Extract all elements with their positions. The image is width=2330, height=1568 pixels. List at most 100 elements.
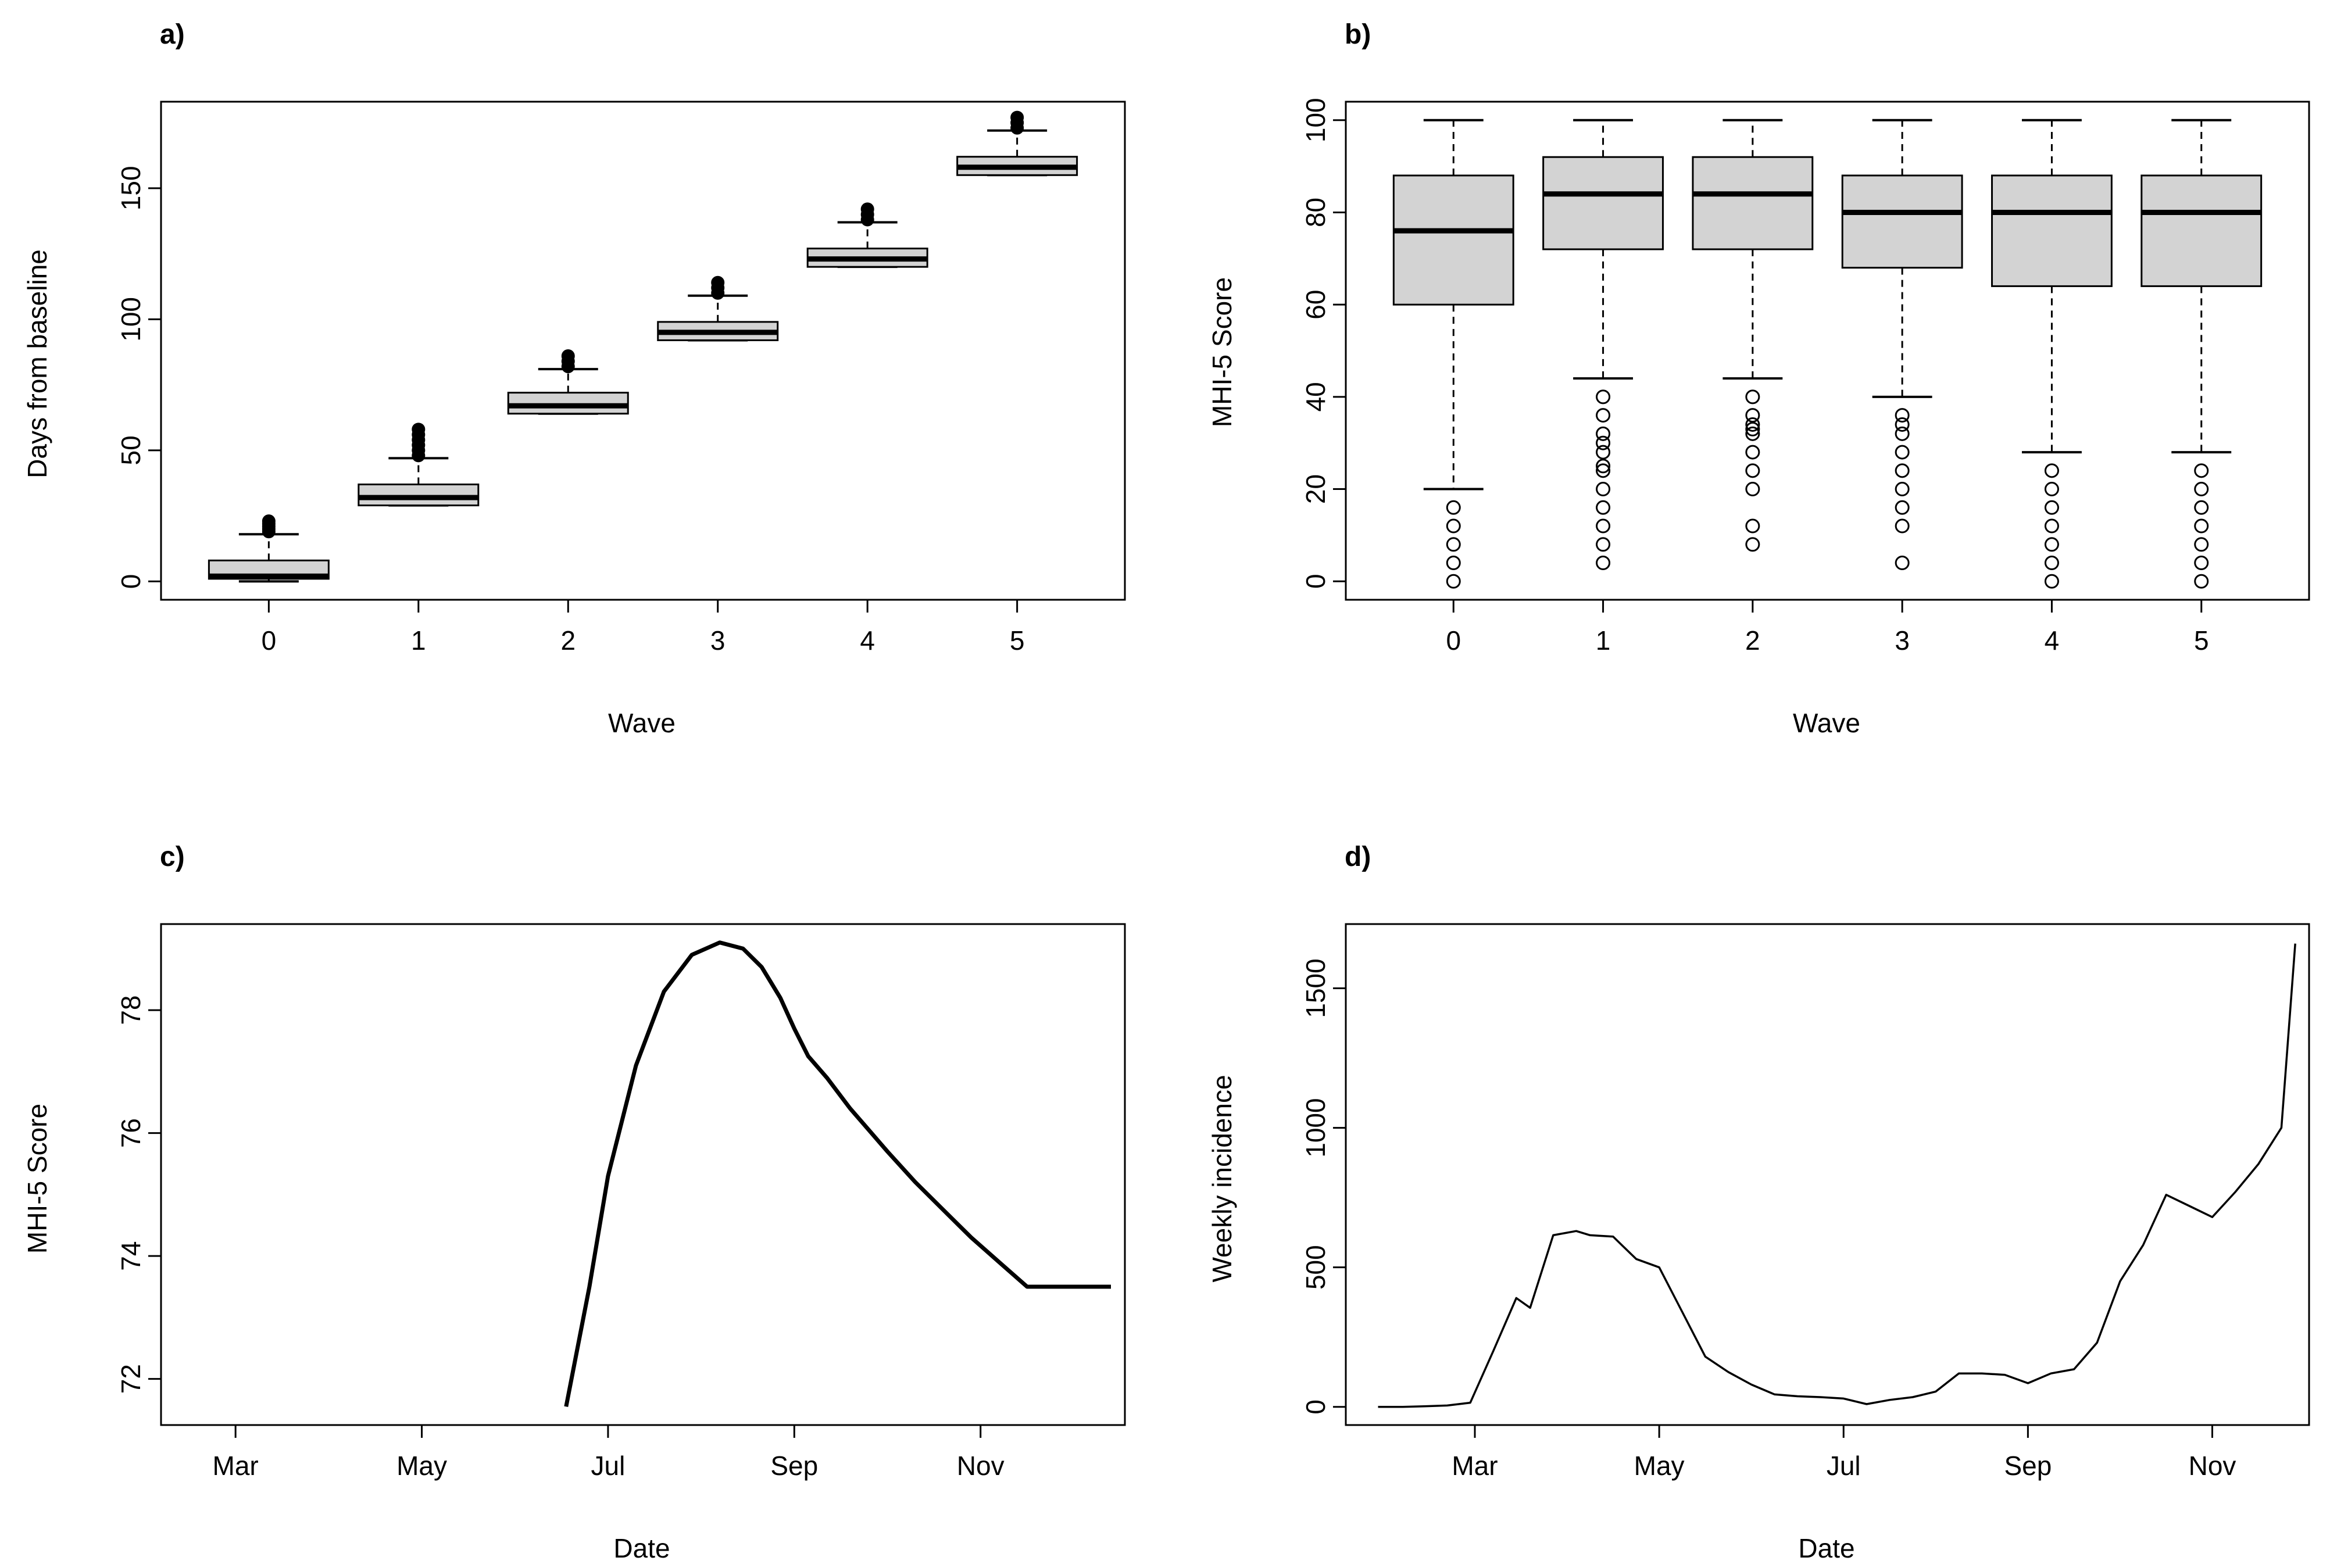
outlier-point — [1895, 482, 1910, 497]
panel-a-x-tick-label: 3 — [710, 625, 726, 656]
panel-c-y-tick-label: 72 — [116, 1364, 146, 1394]
panel-c-series-line — [564, 940, 1111, 1407]
outlier-point — [2044, 537, 2059, 552]
panel-c-x-tick-label: Jul — [591, 1451, 626, 1481]
panel-b-box-0 — [1392, 119, 1514, 589]
outlier-point — [1895, 426, 1910, 441]
panel-d-letter: d) — [1345, 842, 1371, 872]
panel-d-series-line — [1378, 943, 2296, 1408]
panel-c-ylabel: MHI-5 Score — [22, 1104, 52, 1254]
panel-a-box-3 — [657, 275, 779, 342]
panel-b-box-5 — [2140, 119, 2263, 589]
panel-b-box-3 — [1841, 119, 1963, 571]
panel-b-x-tick-label: 3 — [1895, 625, 1910, 656]
panel-b-letter: b) — [1345, 19, 1371, 50]
outlier-point — [1446, 556, 1461, 571]
outlier-point — [1596, 435, 1611, 450]
outlier-point — [2194, 537, 2209, 552]
outlier-point — [412, 423, 426, 436]
outlier-point — [1596, 537, 1611, 552]
panel-c-x-tick-label: Sep — [770, 1451, 818, 1481]
box-iqr — [507, 392, 629, 415]
box-iqr — [1991, 174, 2113, 287]
panel-c-letter: c) — [160, 842, 185, 872]
outlier-point — [1895, 500, 1910, 515]
outlier-point — [1446, 537, 1461, 552]
panel-b-y-tick-label: 80 — [1300, 198, 1331, 227]
outlier-point — [1745, 482, 1760, 497]
outlier-point — [1745, 421, 1760, 436]
panel-a-y-tick-label: 150 — [116, 166, 146, 210]
panel-b-y-tick-label: 100 — [1300, 98, 1331, 142]
panel-a-x-tick-label: 2 — [560, 625, 576, 656]
panel-a-letter: a) — [160, 19, 185, 50]
panel-a-ylabel: Days from baseline — [22, 249, 52, 478]
outlier-point — [2044, 574, 2059, 589]
outlier-point — [1745, 417, 1760, 432]
outlier-point — [860, 202, 874, 216]
outlier-point — [1745, 408, 1760, 423]
outlier-point — [262, 514, 276, 528]
outlier-point — [2194, 556, 2209, 571]
panel-d-x-tick-label: Jul — [1827, 1451, 1861, 1481]
outlier-point — [1446, 500, 1461, 515]
outlier-point — [1596, 518, 1611, 534]
outlier-point — [1596, 500, 1611, 515]
outlier-point — [1596, 556, 1611, 571]
panel-c-x-tick-label: Nov — [957, 1451, 1005, 1481]
panel-a-box-4 — [806, 202, 928, 269]
outlier-point — [2044, 518, 2059, 534]
panel-a: a) 0 50 100 150 0 1 2 3 4 5 Wave Days from baseli… — [22, 19, 1126, 738]
panel-b-ylabel: MHI-5 Score — [1207, 277, 1237, 427]
outlier-point — [561, 349, 575, 363]
panel-d-plot-frame — [1345, 923, 2310, 1426]
outlier-point — [1895, 556, 1910, 571]
outlier-point — [1895, 408, 1910, 423]
panel-b-x-tick-label: 4 — [2045, 625, 2060, 656]
panel-c-y-tick-label: 74 — [116, 1241, 146, 1271]
panel-a-x-tick-label: 0 — [262, 625, 277, 656]
panel-a-x-tick-label: 4 — [860, 625, 875, 656]
panel-b-y-tick-label: 20 — [1300, 474, 1331, 504]
outlier-point — [1596, 408, 1611, 423]
panel-c-y-tick-label: 78 — [116, 995, 146, 1025]
outlier-point — [2194, 482, 2209, 497]
outlier-point — [1745, 518, 1760, 534]
panel-a-y-tick-label: 50 — [116, 435, 146, 465]
panel-a-box-5 — [956, 110, 1078, 177]
outlier-point — [1895, 518, 1910, 534]
outlier-point — [1596, 463, 1611, 478]
outlier-point — [2044, 482, 2059, 497]
panel-a-x-tick-label: 5 — [1010, 625, 1025, 656]
panel-d-x-tick-label: Sep — [2004, 1451, 2052, 1481]
panel-b-box-4 — [1991, 119, 2113, 589]
panel-b-box-1 — [1542, 119, 1664, 571]
panel-d-x-tick-label: Mar — [1452, 1451, 1498, 1481]
panel-a-box-2 — [507, 349, 629, 415]
panel-b-y-tick-label: 40 — [1300, 382, 1331, 411]
outlier-point — [2194, 500, 2209, 515]
panel-a-y-tick-label: 100 — [116, 297, 146, 342]
box-iqr — [1841, 174, 1963, 269]
panel-a-plot-frame — [160, 101, 1126, 601]
outlier-point — [1745, 537, 1760, 552]
panel-c-y-tick-label: 76 — [116, 1118, 146, 1148]
outlier-point — [1596, 445, 1611, 460]
panel-d-x-tick-label: Nov — [2189, 1451, 2236, 1481]
panel-b-x-tick-label: 0 — [1446, 625, 1461, 656]
panel-a-x-tick-label: 1 — [411, 625, 426, 656]
outlier-point — [2194, 463, 2209, 478]
panel-b-x-tick-label: 1 — [1596, 625, 1611, 656]
outlier-point — [1596, 389, 1611, 404]
outlier-point — [1446, 518, 1461, 534]
outlier-point — [2044, 463, 2059, 478]
outlier-point — [1596, 459, 1611, 474]
outlier-point — [1446, 574, 1461, 589]
outlier-point — [1745, 389, 1760, 404]
panel-b-x-tick-label: 5 — [2194, 625, 2209, 656]
panel-d-y-tick-label: 1000 — [1300, 1098, 1331, 1157]
panel-d-x-tick-label: May — [1634, 1451, 1685, 1481]
panel-d: d) 0 500 1000 1500 Mar May Jul Sep Nov Date Week… — [1207, 842, 2310, 1563]
panel-c-xlabel: Date — [613, 1533, 670, 1563]
